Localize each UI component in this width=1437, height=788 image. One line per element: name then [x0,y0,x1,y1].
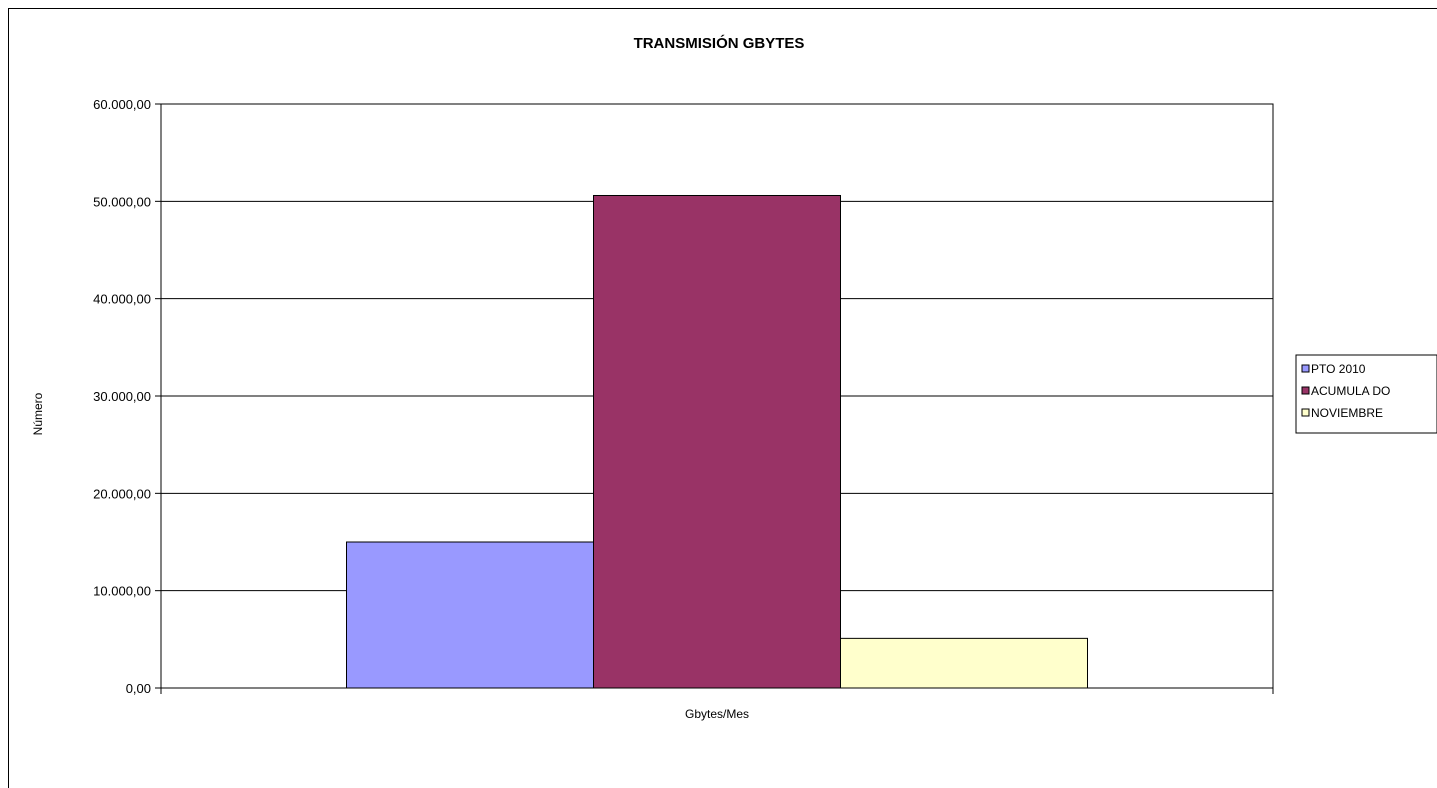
x-axis-label: Gbytes/Mes [685,707,749,721]
bar-chart: TRANSMISIÓN GBYTES 0,00 10.000,00 20.000,0… [31,34,1437,721]
bar-pto-2010 [346,541,594,689]
y-tick-label: 40.000,00 [93,292,151,307]
chart-frame [8,8,1437,788]
legend-box [1295,354,1437,434]
y-tick-label: 60.000,00 [93,97,151,112]
y-tick-label: 0,00 [126,681,151,696]
chart-title: TRANSMISIÓN GBYTES [634,34,805,52]
legend-swatch [1301,364,1310,373]
y-axis-label: Número [31,392,45,435]
legend: PTO 2010 ACUMULA DO NOVIEMBRE [1295,354,1437,434]
y-tick-label: 20.000,00 [93,486,151,501]
y-tick-label: 10.000,00 [93,584,151,599]
legend-swatch [1301,408,1310,417]
legend-label: ACUMULA DO [1311,384,1390,398]
bar-acumula-do [593,194,841,689]
y-axis-ticks: 0,00 10.000,00 20.000,00 30.000,00 40.000,00… [93,97,1274,696]
bar-noviembre [840,637,1088,689]
legend-label: PTO 2010 [1311,362,1366,376]
y-tick-label: 50.000,00 [93,194,151,209]
bars [346,194,1088,689]
legend-label: NOVIEMBRE [1311,406,1383,420]
y-tick-label: 30.000,00 [93,389,151,404]
legend-swatch [1301,386,1310,395]
